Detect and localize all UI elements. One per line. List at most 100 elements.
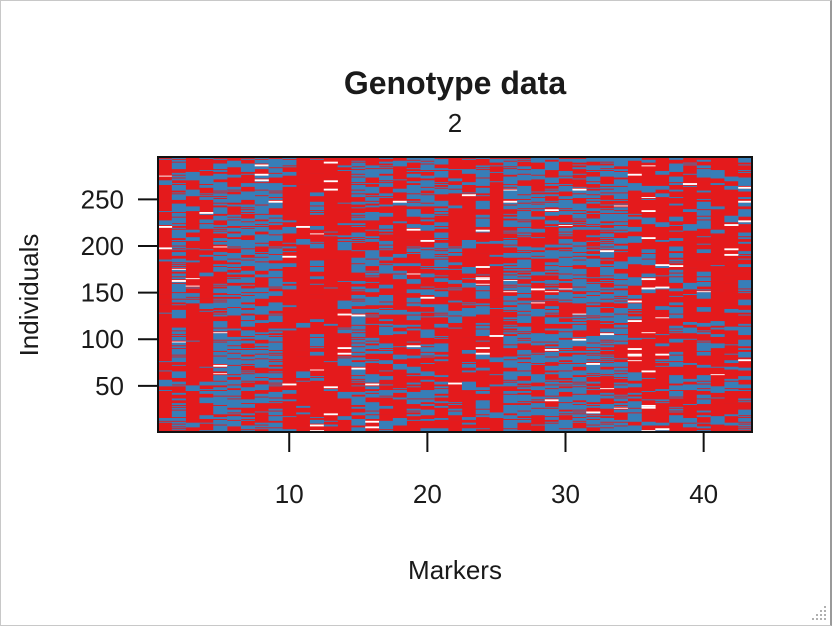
- genotype-cell: [558, 414, 573, 416]
- genotype-cell: [309, 241, 325, 243]
- genotype-cell: [696, 198, 711, 200]
- genotype-cell: [530, 256, 546, 259]
- genotype-cell: [696, 342, 711, 351]
- genotype-cell: [558, 349, 573, 350]
- genotype-cell: [530, 252, 546, 256]
- genotype-cell: [365, 270, 380, 272]
- genotype-cell: [517, 304, 532, 311]
- genotype-cell: [586, 360, 601, 363]
- genotype-cell: [503, 415, 518, 419]
- genotype-cell: [558, 322, 573, 324]
- genotype-cell: [199, 389, 214, 391]
- genotype-cell: [710, 183, 725, 185]
- genotype-cell: [268, 416, 283, 421]
- genotype-cell: [379, 376, 394, 380]
- genotype-cell: [213, 417, 228, 419]
- genotype-cell: [213, 312, 228, 314]
- genotype-cell: [227, 413, 242, 415]
- genotype-cell: [420, 219, 435, 222]
- missing-cell: [655, 428, 670, 431]
- genotype-cell: [199, 197, 214, 200]
- genotype-cell: [254, 234, 269, 243]
- genotype-cell: [600, 186, 615, 189]
- genotype-cell: [337, 416, 352, 420]
- missing-cell: [558, 288, 573, 290]
- genotype-cell: [558, 379, 573, 381]
- genotype-cell: [544, 334, 559, 342]
- missing-cell: [641, 370, 656, 373]
- genotype-cell: [600, 335, 615, 340]
- genotype-cell: [406, 184, 421, 194]
- genotype-cell: [254, 287, 269, 293]
- genotype-cell: [503, 326, 518, 329]
- genotype-cell: [475, 214, 490, 218]
- genotype-cell: [517, 195, 532, 199]
- genotype-cell: [530, 342, 546, 346]
- genotype-cell: [379, 183, 394, 187]
- genotype-cell: [489, 158, 504, 163]
- genotype-cell: [669, 246, 684, 252]
- genotype-cell: [682, 282, 698, 290]
- missing-cell: [351, 314, 366, 317]
- genotype-cell: [240, 204, 255, 208]
- genotype-cell: [254, 384, 269, 391]
- genotype-cell: [558, 350, 573, 353]
- genotype-cell: [268, 291, 283, 296]
- genotype-cell: [600, 404, 615, 409]
- genotype-cell: [213, 198, 228, 203]
- genotype-cell: [337, 202, 352, 204]
- genotype-cell: [558, 239, 573, 244]
- genotype-cell: [600, 165, 615, 169]
- genotype-cell: [351, 316, 366, 325]
- genotype-cell: [379, 323, 394, 326]
- genotype-cell: [738, 422, 753, 424]
- resize-grip-icon[interactable]: [804, 598, 830, 624]
- genotype-cell: [586, 292, 601, 295]
- genotype-cell: [544, 184, 559, 186]
- genotype-cell: [600, 227, 615, 230]
- genotype-cell: [655, 170, 670, 175]
- missing-cell: [572, 313, 587, 315]
- genotype-cell: [309, 376, 325, 378]
- genotype-cell: [227, 220, 242, 227]
- genotype-cell: [351, 238, 366, 240]
- genotype-cell: [227, 285, 242, 295]
- genotype-cell: [489, 308, 504, 309]
- genotype-cell: [240, 288, 255, 293]
- genotype-cell: [600, 223, 615, 226]
- genotype-cell: [213, 390, 228, 396]
- genotype-cell: [268, 158, 283, 168]
- missing-cell: [738, 200, 753, 203]
- genotype-cell: [158, 211, 173, 213]
- genotype-cell: [240, 293, 255, 295]
- genotype-cell: [420, 273, 435, 278]
- genotype-cell: [227, 359, 242, 365]
- genotype-cell: [213, 264, 228, 267]
- genotype-cell: [434, 395, 449, 398]
- chart-title: Genotype data: [344, 65, 566, 101]
- missing-cell: [282, 383, 297, 386]
- genotype-cell: [627, 303, 642, 309]
- genotype-cell: [254, 157, 269, 159]
- genotype-cell: [365, 386, 380, 390]
- genotype-cell: [379, 265, 394, 274]
- genotype-cell: [517, 160, 532, 162]
- genotype-cell: [558, 328, 573, 332]
- genotype-cell: [669, 390, 684, 397]
- genotype-cell: [600, 157, 615, 162]
- genotype-cell: [158, 418, 173, 421]
- genotype-cell: [351, 177, 366, 183]
- genotype-cell: [655, 343, 670, 347]
- genotype-cell: [227, 308, 242, 316]
- genotype-cell: [268, 402, 283, 404]
- genotype-cell: [434, 418, 449, 420]
- genotype-cell: [365, 169, 380, 178]
- genotype-cell: [600, 239, 615, 241]
- genotype-cell: [227, 239, 242, 247]
- genotype-cell: [240, 356, 255, 360]
- genotype-cell: [530, 204, 546, 209]
- genotype-cell: [669, 314, 684, 319]
- genotype-cell: [171, 172, 186, 175]
- genotype-cell: [613, 398, 628, 402]
- genotype-cell: [254, 190, 269, 196]
